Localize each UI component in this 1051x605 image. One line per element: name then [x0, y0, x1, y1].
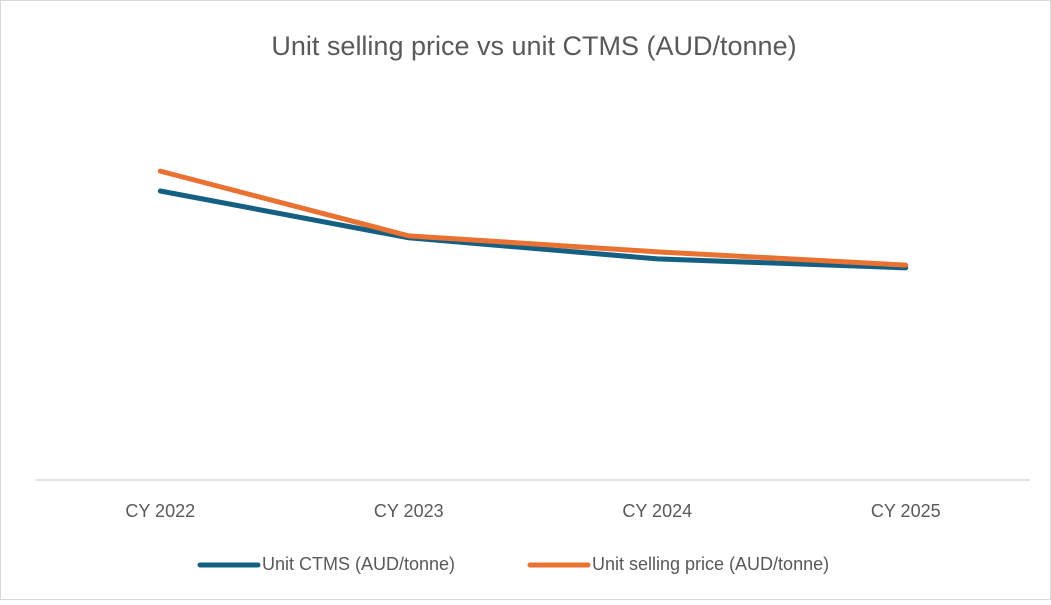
- x-tick-label: CY 2023: [374, 501, 444, 521]
- x-tick-label: CY 2024: [622, 501, 692, 521]
- legend-label: Unit selling price (AUD/tonne): [592, 554, 829, 574]
- series-line: [157, 168, 909, 268]
- legend-label: Unit CTMS (AUD/tonne): [262, 554, 455, 574]
- x-tick-label: CY 2022: [125, 501, 195, 521]
- series-line: [157, 188, 909, 271]
- x-tick-label: CY 2025: [871, 501, 941, 521]
- chart-title: Unit selling price vs unit CTMS (AUD/ton…: [271, 31, 796, 61]
